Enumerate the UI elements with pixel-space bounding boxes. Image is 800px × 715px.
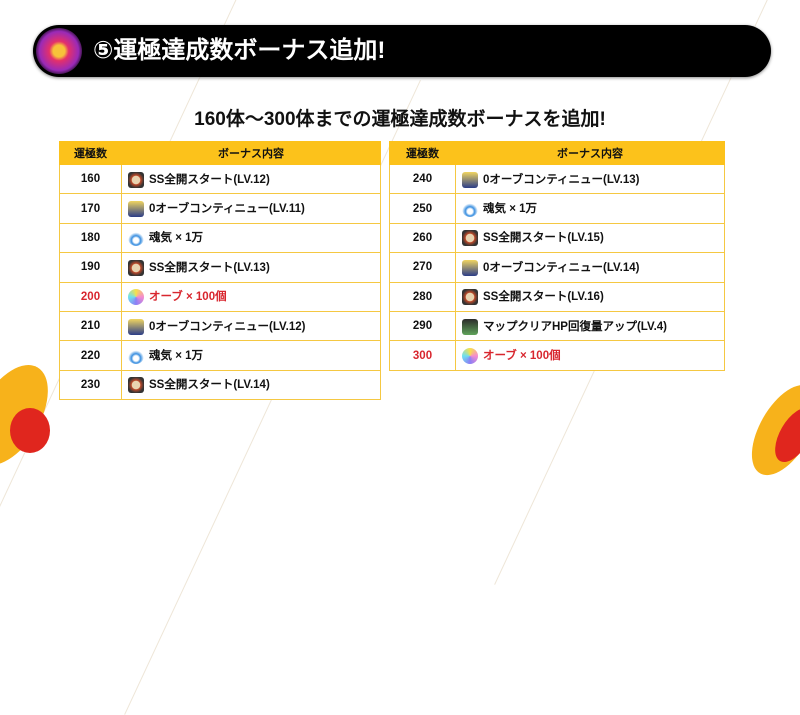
soul-icon [128, 230, 144, 247]
soul-icon [462, 201, 478, 218]
title-bar: ⑤運極達成数ボーナス追加! [33, 25, 771, 77]
table-row: 260 SS全開スタート(LV.15) [389, 222, 725, 254]
bonus-label: SS全開スタート(LV.13) [149, 261, 270, 274]
bonus-label: 0オーブコンティニュー(LV.12) [149, 320, 306, 333]
ss-icon [462, 289, 478, 306]
bonus-label: 魂気 × 1万 [149, 232, 204, 245]
count-cell: 230 [59, 369, 122, 401]
count-cell: 260 [389, 222, 456, 254]
bonus-label: マップクリアHP回復量アップ(LV.4) [483, 320, 668, 333]
table-row: 220 魂気 × 1万 [59, 340, 381, 371]
bonus-cell: オーブ × 100個 [121, 281, 381, 312]
bonus-label: SS全開スタート(LV.14) [149, 379, 270, 392]
bonus-label: SS全開スタート(LV.12) [149, 173, 270, 186]
page-title: ⑤運極達成数ボーナス追加! [93, 37, 386, 64]
continue-icon [128, 201, 144, 218]
bonus-cell: SS全開スタート(LV.14) [121, 369, 381, 401]
soul-icon [128, 348, 144, 365]
header-count: 運極数 [59, 141, 122, 165]
bonus-cell: SS全開スタート(LV.15) [455, 222, 725, 254]
count-cell: 300 [389, 340, 456, 371]
table-row: 280 SS全開スタート(LV.16) [389, 281, 725, 312]
bonus-table-left: 運極数 ボーナス内容 160 SS全開スタート(LV.12) 170 0オーブコンティニ… [59, 141, 381, 401]
table-row: 190 SS全開スタート(LV.13) [59, 252, 381, 283]
orb-icon [462, 348, 478, 365]
count-cell: 280 [389, 281, 456, 312]
table-row: 160 SS全開スタート(LV.12) [59, 163, 381, 195]
bonus-cell: 魂気 × 1万 [455, 193, 725, 224]
table-row: 210 0オーブコンティニュー(LV.12) [59, 310, 381, 342]
bonus-label: 魂気 × 1万 [149, 350, 204, 363]
bonus-label: 0オーブコンティニュー(LV.11) [149, 203, 305, 216]
continue-icon [462, 259, 478, 276]
table-row: 230 SS全開スタート(LV.14) [59, 369, 381, 401]
table-row: 250 魂気 × 1万 [389, 193, 725, 224]
bonus-label: SS全開スタート(LV.15) [483, 232, 604, 245]
ss-icon [462, 230, 478, 247]
count-cell: 240 [389, 163, 456, 195]
bonus-table-right: 運極数 ボーナス内容 240 0オーブコンティニュー(LV.13) 250 魂気 × 1… [389, 141, 725, 371]
bonus-cell: SS全開スタート(LV.12) [121, 163, 381, 195]
header-bonus: ボーナス内容 [121, 141, 381, 165]
bonus-label: 0オーブコンティニュー(LV.14) [483, 261, 640, 274]
hp-icon [462, 318, 478, 335]
mascot-icon [10, 408, 50, 453]
bonus-cell: 0オーブコンティニュー(LV.11) [121, 193, 381, 224]
bonus-cell: 0オーブコンティニュー(LV.13) [455, 163, 725, 195]
count-cell: 220 [59, 340, 122, 371]
count-cell: 200 [59, 281, 122, 312]
table-row: 270 0オーブコンティニュー(LV.14) [389, 252, 725, 283]
bonus-label: 0オーブコンティニュー(LV.13) [483, 173, 640, 186]
bonus-cell: 0オーブコンティニュー(LV.12) [121, 310, 381, 342]
bonus-cell: オーブ × 100個 [455, 340, 725, 371]
count-cell: 210 [59, 310, 122, 342]
bonus-cell: 0オーブコンティニュー(LV.14) [455, 252, 725, 283]
bonus-cell: 魂気 × 1万 [121, 340, 381, 371]
bonus-cell: SS全開スタート(LV.13) [121, 252, 381, 283]
bonus-label: 魂気 × 1万 [483, 203, 538, 216]
table-row: 170 0オーブコンティニュー(LV.11) [59, 193, 381, 224]
count-cell: 270 [389, 252, 456, 283]
continue-icon [462, 171, 478, 188]
bonus-label: オーブ × 100個 [483, 350, 561, 363]
continue-icon [128, 318, 144, 335]
count-cell: 250 [389, 193, 456, 224]
bonus-cell: SS全開スタート(LV.16) [455, 281, 725, 312]
bonus-label: オーブ × 100個 [149, 291, 227, 304]
table-row: 180 魂気 × 1万 [59, 222, 381, 254]
subtitle: 160体～300体までの運極達成数ボーナスを追加! [194, 109, 606, 130]
count-cell: 170 [59, 193, 122, 224]
header-bonus: ボーナス内容 [455, 141, 725, 165]
orb-icon [128, 289, 144, 306]
bonus-cell: 魂気 × 1万 [121, 222, 381, 254]
count-cell: 180 [59, 222, 122, 254]
logo-icon [36, 28, 82, 74]
table-row: 240 0オーブコンティニュー(LV.13) [389, 163, 725, 195]
ss-icon [128, 259, 144, 276]
ss-icon [128, 171, 144, 188]
header-count: 運極数 [389, 141, 456, 165]
ss-icon [128, 377, 144, 394]
count-cell: 290 [389, 310, 456, 342]
count-cell: 160 [59, 163, 122, 195]
table-row: 200 オーブ × 100個 [59, 281, 381, 312]
bonus-label: SS全開スタート(LV.16) [483, 291, 604, 304]
bonus-cell: マップクリアHP回復量アップ(LV.4) [455, 310, 725, 342]
table-row: 300 オーブ × 100個 [389, 340, 725, 371]
count-cell: 190 [59, 252, 122, 283]
table-row: 290 マップクリアHP回復量アップ(LV.4) [389, 310, 725, 342]
